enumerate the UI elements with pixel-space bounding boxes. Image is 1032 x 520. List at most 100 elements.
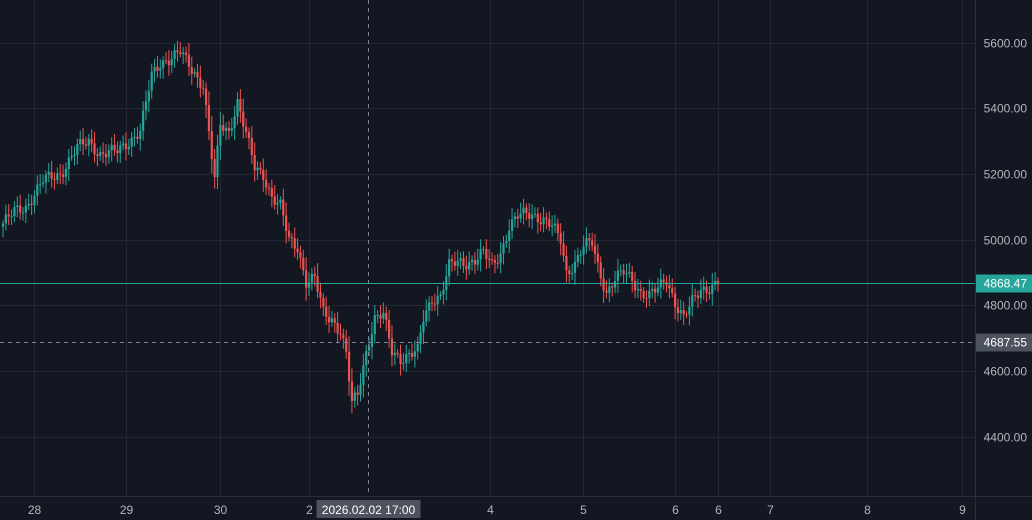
candle-down[interactable] xyxy=(596,243,599,273)
candle-down[interactable] xyxy=(559,223,562,256)
candle-down[interactable] xyxy=(90,129,93,153)
candle-down[interactable] xyxy=(250,126,253,164)
candle-up[interactable] xyxy=(219,111,222,160)
candle-up[interactable] xyxy=(456,250,459,276)
candle-up[interactable] xyxy=(576,247,579,268)
candle-down[interactable] xyxy=(239,89,242,123)
candle-up[interactable] xyxy=(41,174,45,188)
candle-up[interactable] xyxy=(359,373,362,402)
candle-up[interactable] xyxy=(139,123,142,151)
candle-down[interactable] xyxy=(113,134,116,156)
candle-up[interactable] xyxy=(688,296,691,326)
candle-down[interactable] xyxy=(242,98,245,139)
candle-down[interactable] xyxy=(61,164,65,185)
candle-up[interactable] xyxy=(193,68,196,78)
candle-up[interactable] xyxy=(531,204,534,230)
candle-up[interactable] xyxy=(468,251,471,276)
candle-down[interactable] xyxy=(196,63,199,88)
candle-down[interactable] xyxy=(450,254,454,272)
candle-down[interactable] xyxy=(399,344,402,376)
candle-down[interactable] xyxy=(548,211,551,232)
candle-up[interactable] xyxy=(628,262,631,278)
candle-up[interactable] xyxy=(73,146,76,166)
candle-down[interactable] xyxy=(539,212,542,232)
candle-up[interactable] xyxy=(70,145,73,161)
candle-down[interactable] xyxy=(528,203,531,228)
candle-down[interactable] xyxy=(50,160,53,188)
candle-down[interactable] xyxy=(7,204,10,225)
candle-down[interactable] xyxy=(536,207,539,234)
candle-down[interactable] xyxy=(591,232,594,252)
candle-up[interactable] xyxy=(479,239,482,272)
candle-down[interactable] xyxy=(313,266,316,287)
candle-up[interactable] xyxy=(579,249,582,264)
candle-down[interactable] xyxy=(302,249,305,276)
candle-down[interactable] xyxy=(213,148,216,189)
candle-up[interactable] xyxy=(571,263,574,281)
candle-down[interactable] xyxy=(336,311,339,344)
candle-down[interactable] xyxy=(662,273,665,290)
candle-up[interactable] xyxy=(402,352,405,371)
candle-up[interactable] xyxy=(159,59,162,79)
candle-up[interactable] xyxy=(585,227,588,254)
candle-up[interactable] xyxy=(64,162,68,186)
candle-up[interactable] xyxy=(44,170,47,194)
candle-up[interactable] xyxy=(510,208,514,240)
candle-down[interactable] xyxy=(653,283,657,303)
candle-down[interactable] xyxy=(516,208,519,229)
candle-up[interactable] xyxy=(310,268,313,291)
candle-down[interactable] xyxy=(53,172,56,190)
candle-down[interactable] xyxy=(685,311,688,319)
candle-up[interactable] xyxy=(233,105,236,141)
candle-down[interactable] xyxy=(525,203,528,221)
candle-down[interactable] xyxy=(305,257,308,301)
candle-down[interactable] xyxy=(493,255,497,274)
candle-up[interactable] xyxy=(150,63,153,99)
candle-down[interactable] xyxy=(385,306,388,332)
candle-down[interactable] xyxy=(565,245,568,283)
candle-down[interactable] xyxy=(490,252,494,265)
candle-up[interactable] xyxy=(39,173,42,194)
candle-up[interactable] xyxy=(502,236,505,265)
candle-down[interactable] xyxy=(708,286,711,300)
candle-up[interactable] xyxy=(482,246,485,255)
candle-up[interactable] xyxy=(230,117,233,137)
candle-down[interactable] xyxy=(184,46,188,63)
candle-up[interactable] xyxy=(439,291,442,300)
candle-up[interactable] xyxy=(691,283,694,317)
candle-down[interactable] xyxy=(611,282,614,297)
candle-down[interactable] xyxy=(322,293,325,317)
candle-up[interactable] xyxy=(613,270,617,294)
candle-down[interactable] xyxy=(116,141,119,163)
candle-down[interactable] xyxy=(262,158,265,192)
candle-up[interactable] xyxy=(21,207,25,221)
candle-down[interactable] xyxy=(96,148,99,167)
candle-up[interactable] xyxy=(519,202,522,223)
candle-down[interactable] xyxy=(716,277,720,292)
candle-up[interactable] xyxy=(522,198,525,225)
candle-down[interactable] xyxy=(602,268,605,303)
candle-down[interactable] xyxy=(93,131,96,163)
candle-up[interactable] xyxy=(67,149,70,181)
candle-up[interactable] xyxy=(413,340,416,368)
candle-down[interactable] xyxy=(345,329,348,359)
candle-down[interactable] xyxy=(227,121,231,140)
candle-down[interactable] xyxy=(204,82,208,118)
candle-down[interactable] xyxy=(265,169,268,195)
candle-up[interactable] xyxy=(513,212,517,228)
candle-down[interactable] xyxy=(694,288,697,302)
candle-down[interactable] xyxy=(350,368,354,414)
candle-down[interactable] xyxy=(453,251,456,271)
candle-up[interactable] xyxy=(79,130,82,152)
candle-down[interactable] xyxy=(102,142,105,164)
candle-up[interactable] xyxy=(499,242,502,274)
candle-down[interactable] xyxy=(245,118,248,138)
candle-up[interactable] xyxy=(656,277,660,297)
candle-down[interactable] xyxy=(267,182,271,196)
candle-up[interactable] xyxy=(367,337,371,357)
candle-up[interactable] xyxy=(419,324,422,354)
candle-down[interactable] xyxy=(124,132,128,161)
candle-down[interactable] xyxy=(633,272,637,299)
candle-up[interactable] xyxy=(36,175,39,206)
candles[interactable] xyxy=(1,40,720,414)
